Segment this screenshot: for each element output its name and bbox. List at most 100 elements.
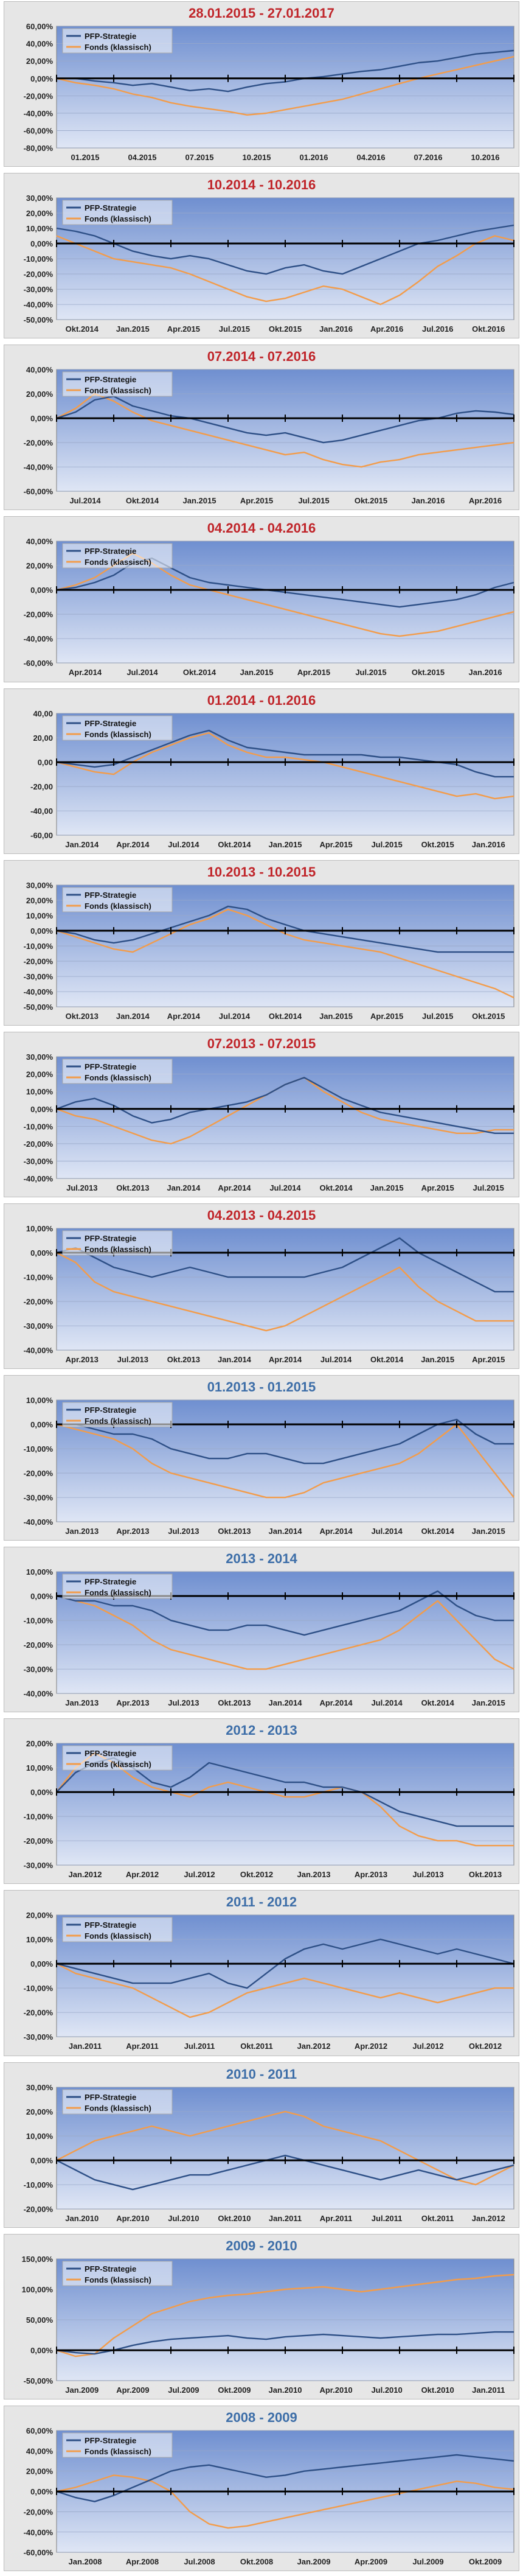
chart-panel: 10.2013 - 10.2015 30,00% 20,00% 10,00% 0,00%… (4, 859, 519, 1026)
legend-label: PFP-Strategie (85, 1062, 136, 1071)
y-tick-label: 20,00% (26, 2107, 54, 2116)
x-tick-label: Jan.2013 (65, 1527, 99, 1536)
y-tick-label: 20,00% (26, 209, 54, 218)
x-tick-label: Jan.2016 (412, 496, 445, 505)
line-chart: 10,00% 0,00% -10,00% -20,00% -30,00% -40,00% J… (24, 1567, 514, 1707)
y-tick-label: 0,00% (30, 1248, 53, 1258)
legend-label: Fonds (klassisch) (85, 558, 151, 567)
y-tick-label: 10,00% (26, 1224, 54, 1233)
x-tick-label: Okt.2013 (218, 1698, 251, 1707)
x-tick-label: Jul.2015 (298, 496, 329, 505)
y-tick-label: 0,00% (30, 1788, 53, 1797)
y-tick-label: -40,00% (24, 634, 54, 643)
legend-box (62, 1230, 173, 1256)
legend-label: PFP-Strategie (85, 2264, 136, 2273)
y-tick-label: -20,00% (24, 1469, 54, 1478)
x-tick-label: Jan.2014 (116, 1012, 150, 1021)
y-tick-label: -40,00% (24, 1517, 54, 1527)
line-chart: 30,00% 20,00% 10,00% 0,00% -10,00% -20,00% -30… (24, 194, 514, 334)
y-tick-label: 100,00% (22, 2285, 54, 2294)
y-tick-label: 20,00% (26, 2467, 54, 2476)
chart-title: 01.2013 - 01.2015 (207, 1379, 316, 1395)
legend-label: Fonds (klassisch) (85, 1416, 151, 1426)
y-tick-label: 60,00% (26, 2426, 54, 2435)
fund-line (56, 393, 514, 468)
legend-box (62, 200, 173, 225)
x-tick-label: Okt.2014 (218, 840, 251, 849)
y-tick-label: 30,00% (26, 881, 54, 890)
x-tick-label: Apr.2012 (355, 2042, 387, 2051)
x-tick-label: Apr.2013 (66, 1355, 99, 1364)
chart-panel: 2011 - 2012 20,00% 10,00% 0,00% -10,00% -20,0… (4, 1890, 519, 2056)
x-tick-label: Jul.2013 (412, 1870, 443, 1879)
x-tick-label: Jul.2015 (371, 840, 402, 849)
legend-box (62, 1059, 173, 1084)
x-tick-label: Okt.2009 (469, 2557, 502, 2566)
x-tick-label: Jan.2010 (65, 2214, 99, 2223)
x-tick-label: Jan.2015 (116, 324, 150, 334)
x-tick-label: Jul.2014 (371, 1527, 403, 1536)
x-tick-label: 07.2015 (185, 153, 214, 162)
y-tick-label: -20,00% (24, 1836, 54, 1846)
x-tick-label: Apr.2014 (116, 840, 150, 849)
y-tick-label: 30,00% (26, 1052, 54, 1062)
x-tick-label: Okt.2010 (218, 2214, 251, 2223)
legend-label: PFP-Strategie (85, 547, 136, 556)
legend-label: PFP-Strategie (85, 891, 136, 900)
x-tick-label: Okt.2014 (421, 1698, 455, 1707)
x-tick-label: Okt.2014 (370, 1355, 404, 1364)
chart-panel: 07.2014 - 07.2016 40,00% 20,00% 0,00% -20,00… (4, 345, 519, 511)
x-tick-label: 04.2016 (357, 153, 386, 162)
x-tick-label: Jan.2015 (472, 1698, 505, 1707)
x-tick-label: 10.2016 (471, 153, 500, 162)
legend-label: PFP-Strategie (85, 375, 136, 384)
y-tick-label: 0,00% (30, 74, 53, 83)
legend-label: Fonds (klassisch) (85, 2275, 151, 2284)
x-tick-label: Apr.2013 (355, 1870, 387, 1879)
y-tick-label: -60,00% (24, 487, 54, 496)
y-tick-label: 150,00% (22, 2255, 54, 2264)
x-tick-label: Apr.2012 (126, 1870, 159, 1879)
fund-line (56, 2110, 514, 2185)
y-tick-label: 10,00% (26, 1567, 54, 1577)
x-tick-label: Apr.2011 (126, 2042, 159, 2051)
x-tick-label: Apr.2009 (116, 2385, 149, 2395)
x-tick-label: 01.2016 (300, 153, 328, 162)
line-chart: 40,00 20,00 0,00 -20,00 -40,00 -60,00 Jan.2014… (30, 709, 514, 849)
legend-box (62, 887, 173, 912)
y-tick-label: -10,00% (24, 1444, 54, 1454)
x-tick-label: Okt.2009 (218, 2385, 251, 2395)
x-tick-label: Okt.2013 (218, 1527, 251, 1536)
y-tick-label: 30,00% (26, 2083, 54, 2092)
x-tick-label: Jan.2014 (167, 1183, 201, 1192)
x-tick-label: Jan.2009 (297, 2557, 331, 2566)
x-tick-label: Okt.2015 (412, 668, 445, 677)
line-chart: 20,00% 10,00% 0,00% -10,00% -20,00% -30,00% Ja… (24, 1911, 514, 2051)
chart-panel: 10.2014 - 10.2016 30,00% 20,00% 10,00% 0,00%… (4, 173, 519, 339)
y-tick-label: -20,00% (24, 1297, 54, 1306)
y-tick-label: -60,00% (24, 2548, 54, 2557)
y-tick-label: -30,00% (24, 1493, 54, 1502)
x-tick-label: Jan.2012 (69, 1870, 102, 1879)
x-tick-label: Apr.2010 (319, 2385, 352, 2395)
strategy-line (56, 905, 514, 953)
x-tick-label: Okt.2012 (469, 2042, 502, 2051)
legend-label: PFP-Strategie (85, 1577, 136, 1586)
x-tick-label: Okt.2015 (421, 840, 454, 849)
y-tick-label: 0,00% (30, 2487, 53, 2496)
y-tick-label: 20,00% (26, 1069, 54, 1079)
legend-label: PFP-Strategie (85, 719, 136, 728)
y-tick-label: -20,00% (24, 270, 54, 279)
y-tick-label: -30,00% (24, 2033, 54, 2042)
x-tick-label: Jan.2015 (319, 1012, 353, 1021)
x-tick-label: Jan.2014 (269, 1698, 303, 1707)
chart-title: 2008 - 2009 (226, 2409, 297, 2425)
legend-label: PFP-Strategie (85, 1234, 136, 1243)
x-tick-label: Okt.2012 (240, 1870, 273, 1879)
x-tick-label: Jul.2011 (372, 2214, 403, 2223)
x-tick-label: Okt.2016 (472, 324, 505, 334)
chart-title: 04.2013 - 04.2015 (207, 1207, 316, 1223)
chart-panel: 01.2014 - 01.2016 40,00 20,00 0,00 -20,00 -40… (4, 688, 519, 854)
chart-panel: 01.2013 - 01.2015 10,00% 0,00% -10,00% -20,0… (4, 1375, 519, 1541)
